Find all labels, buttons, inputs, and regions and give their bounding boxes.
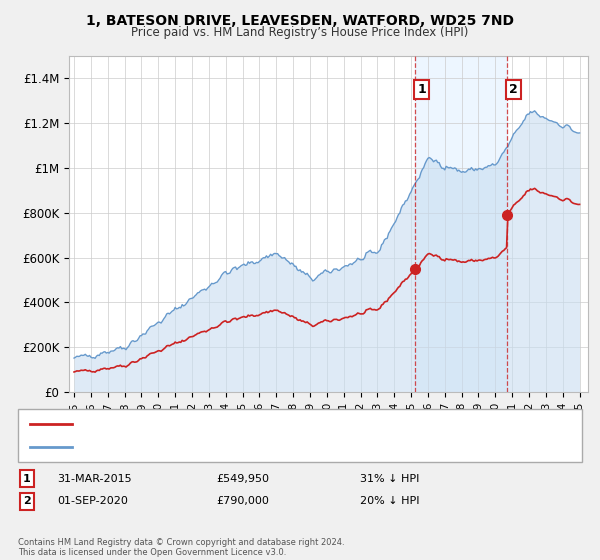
Text: 01-SEP-2020: 01-SEP-2020 (57, 496, 128, 506)
Text: £790,000: £790,000 (216, 496, 269, 506)
Text: 2: 2 (509, 83, 518, 96)
Text: 31-MAR-2015: 31-MAR-2015 (57, 474, 131, 484)
Text: £549,950: £549,950 (216, 474, 269, 484)
Text: 1: 1 (23, 474, 31, 484)
Text: 1: 1 (417, 83, 426, 96)
Text: 31% ↓ HPI: 31% ↓ HPI (360, 474, 419, 484)
Text: 2: 2 (23, 496, 31, 506)
Text: Price paid vs. HM Land Registry’s House Price Index (HPI): Price paid vs. HM Land Registry’s House … (131, 26, 469, 39)
Text: 1, BATESON DRIVE, LEAVESDEN, WATFORD, WD25 7ND: 1, BATESON DRIVE, LEAVESDEN, WATFORD, WD… (86, 14, 514, 28)
Text: Contains HM Land Registry data © Crown copyright and database right 2024.
This d: Contains HM Land Registry data © Crown c… (18, 538, 344, 557)
Text: 20% ↓ HPI: 20% ↓ HPI (360, 496, 419, 506)
Bar (415, 56, 506, 392)
Text: 1, BATESON DRIVE, LEAVESDEN, WATFORD, WD25 7ND (detached house): 1, BATESON DRIVE, LEAVESDEN, WATFORD, WD… (81, 419, 463, 429)
Text: HPI: Average price, detached house, Three Rivers: HPI: Average price, detached house, Thre… (81, 442, 340, 452)
